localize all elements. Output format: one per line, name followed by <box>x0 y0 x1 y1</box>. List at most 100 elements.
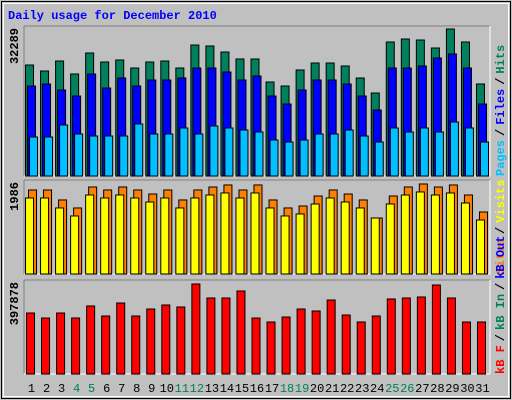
bar <box>389 127 399 177</box>
x-tick-label: 24 <box>370 382 384 396</box>
bar <box>104 135 114 177</box>
bar <box>116 302 126 375</box>
bar <box>59 124 69 177</box>
x-tick-label: 7 <box>118 382 125 396</box>
legend: Pages / Files / Hits <box>494 45 508 176</box>
bar <box>205 194 215 275</box>
legend-entry: Pages <box>494 140 508 176</box>
bar <box>371 315 381 375</box>
bar <box>130 197 140 275</box>
bar <box>119 135 129 177</box>
bar <box>284 141 294 177</box>
bar <box>325 197 335 275</box>
bar <box>340 201 350 275</box>
bar <box>329 133 339 177</box>
bar <box>100 197 110 275</box>
bar <box>86 305 96 375</box>
bar <box>250 192 260 275</box>
bar <box>70 215 80 275</box>
bar <box>220 192 230 275</box>
bar <box>265 207 275 275</box>
x-tick-label: 16 <box>250 382 264 396</box>
x-tick-label: 4 <box>73 382 80 396</box>
x-tick-label: 29 <box>445 382 459 396</box>
bar <box>266 321 276 375</box>
bar <box>55 207 65 275</box>
bar <box>385 203 395 275</box>
x-tick-label: 21 <box>325 382 339 396</box>
bar <box>431 284 441 375</box>
bar <box>89 135 99 177</box>
x-tick-label: 20 <box>310 382 324 396</box>
bar <box>29 136 39 177</box>
bar <box>134 123 144 177</box>
bar <box>131 315 141 375</box>
x-tick-label: 11 <box>175 382 189 396</box>
x-tick-label: 25 <box>385 382 399 396</box>
bar <box>404 131 414 177</box>
bar <box>341 314 351 375</box>
bar <box>85 194 95 275</box>
bar <box>194 133 204 177</box>
bar <box>386 298 396 375</box>
bar <box>355 207 365 275</box>
x-tick-label: 12 <box>190 382 204 396</box>
x-tick-label: 2 <box>43 382 50 396</box>
bar <box>359 135 369 177</box>
x-tick-label: 27 <box>415 382 429 396</box>
bar <box>44 136 54 177</box>
x-tick-label: 6 <box>103 382 110 396</box>
bar <box>149 133 159 177</box>
x-tick-label: 1 <box>28 382 35 396</box>
legend-separator: / <box>494 227 508 234</box>
y-max-label: 397878 <box>8 282 22 325</box>
bar <box>400 194 410 275</box>
bar <box>430 194 440 275</box>
bar <box>416 296 426 375</box>
bar <box>191 283 201 375</box>
x-tick-label: 23 <box>355 382 369 396</box>
bar <box>311 310 321 375</box>
bar <box>115 194 125 275</box>
bar <box>101 315 111 375</box>
bar <box>446 297 456 375</box>
bar <box>71 317 81 375</box>
bar <box>254 131 264 177</box>
y-max-label: 32289 <box>8 28 22 64</box>
bar <box>209 125 219 177</box>
chart-title: Daily usage for December 2010 <box>8 9 217 23</box>
bar <box>370 217 380 275</box>
bar <box>221 297 231 375</box>
legend-separator: / <box>494 283 508 290</box>
bar <box>269 139 279 177</box>
x-tick-label: 9 <box>148 382 155 396</box>
bar <box>445 192 455 275</box>
bar <box>161 304 171 375</box>
bar <box>41 317 51 375</box>
x-tick-label: 15 <box>235 382 249 396</box>
bar <box>239 129 249 177</box>
bar <box>326 299 336 375</box>
legend-entry: Visits <box>494 180 508 223</box>
legend-entry: Hits <box>494 45 508 74</box>
bar <box>419 127 429 177</box>
bar <box>164 133 174 177</box>
legend-entry: kB In <box>494 294 508 330</box>
legend-separator: / <box>494 78 508 85</box>
x-tick-label: 3 <box>58 382 65 396</box>
legend-entry: kB F <box>494 345 508 374</box>
bar <box>449 121 459 177</box>
bar <box>479 141 489 177</box>
bar <box>296 308 306 375</box>
bar <box>314 133 324 177</box>
x-tick-label: 18 <box>280 382 294 396</box>
bar <box>251 317 261 375</box>
bar <box>160 197 170 275</box>
legend-entry: Sites <box>494 238 508 274</box>
bar <box>434 131 444 177</box>
bar <box>460 202 470 275</box>
bar <box>476 321 486 375</box>
legend: Sites / Visits <box>494 180 508 274</box>
